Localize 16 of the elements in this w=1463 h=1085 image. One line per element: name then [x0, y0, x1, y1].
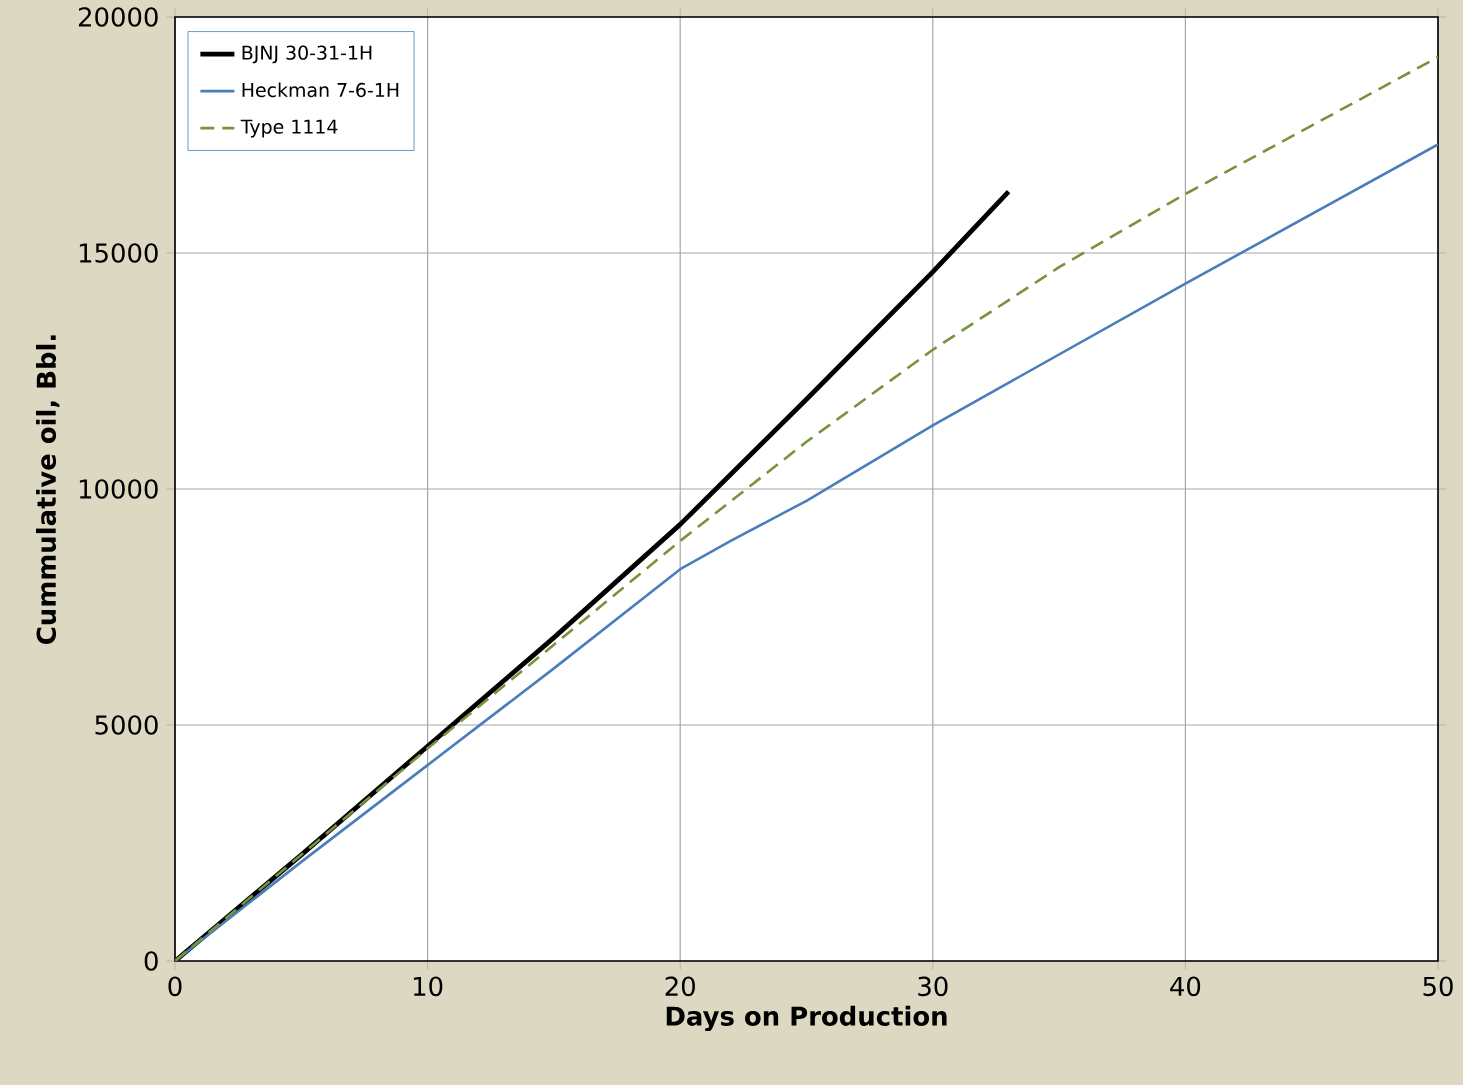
x-tick-label: 50 [1423, 976, 1453, 997]
y-tick-label: 10000 [79, 479, 158, 499]
legend-label: Type 1114 [240, 119, 338, 138]
x-tick-label: 30 [918, 976, 948, 997]
y-tick-label: 5000 [95, 715, 158, 735]
x-tick-label: 40 [1170, 976, 1201, 997]
y-tick-label: 0 [144, 951, 158, 971]
x-tick-label: 10 [413, 976, 443, 997]
y-tick-label: 15000 [79, 243, 158, 263]
x-tick-label: 0 [168, 976, 182, 997]
y-tick-label: 20000 [78, 7, 158, 27]
x-axis-title: Days on Production [666, 1005, 947, 1032]
legend-label: Heckman 7-6-1H [242, 82, 399, 98]
x-tick-label: 20 [665, 976, 695, 997]
legend-label: BJNJ 30-31-1H [242, 45, 372, 64]
y-axis-title: Cummulative oil, Bbl. [36, 335, 60, 644]
